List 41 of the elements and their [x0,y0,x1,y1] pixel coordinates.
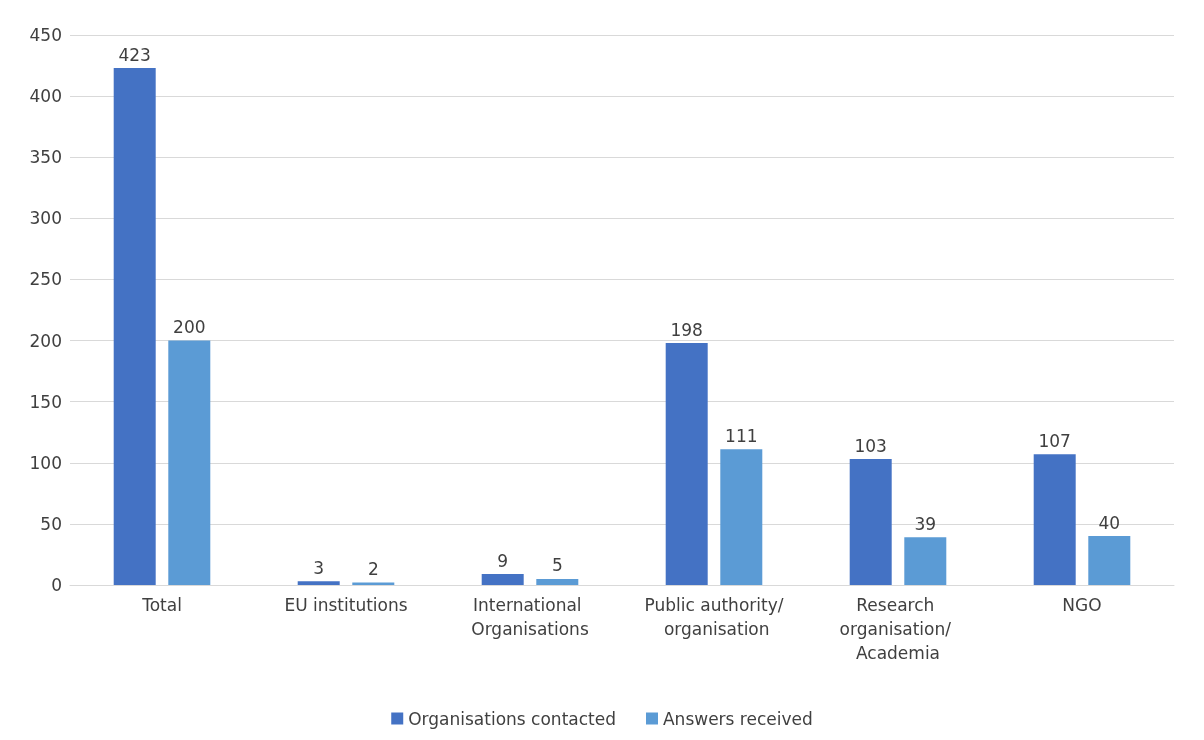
bar [297,581,340,585]
bar [1033,454,1076,585]
x-tick-label: NGO [1062,595,1102,615]
data-label: 423 [118,44,151,65]
data-label: 198 [670,319,703,340]
bar [849,459,892,585]
y-tick-label: 200 [29,330,62,351]
x-tick-label: Research organisation/ Academia [839,595,957,663]
y-tick-label: 250 [29,269,62,290]
y-tick-label: 50 [40,513,62,534]
data-label: 40 [1098,512,1121,533]
bar [720,449,763,585]
x-tick-label: Total [141,595,182,615]
bar [481,574,524,585]
data-label: 103 [854,435,887,456]
y-tick-label: 100 [29,452,62,473]
data-label: 107 [1038,430,1071,451]
y-tick-label: 150 [29,391,62,412]
bar [536,578,579,585]
data-label: 2 [367,559,379,580]
data-label: 200 [173,317,206,338]
data-label: 111 [725,425,758,446]
x-tick-label: Public authority/ organisation [644,595,784,639]
legend-label: Answers received [662,708,813,729]
y-tick-label: 0 [51,575,62,595]
x-tick-label: EU institutions [284,595,408,615]
bar [1088,536,1131,585]
bar [904,537,947,585]
bar [665,343,708,585]
data-label: 9 [497,550,509,571]
legend-label: Organisations contacted [408,708,616,729]
data-label: 3 [313,557,325,578]
y-tick-label: 450 [29,25,62,45]
data-label: 5 [551,555,563,576]
bar [168,340,211,585]
x-tick-label: International Organisations [471,595,589,639]
y-tick-label: 350 [29,147,62,168]
bar [113,68,156,585]
y-tick-label: 300 [29,208,62,229]
data-label: 39 [914,513,937,534]
y-tick-label: 400 [29,86,62,107]
